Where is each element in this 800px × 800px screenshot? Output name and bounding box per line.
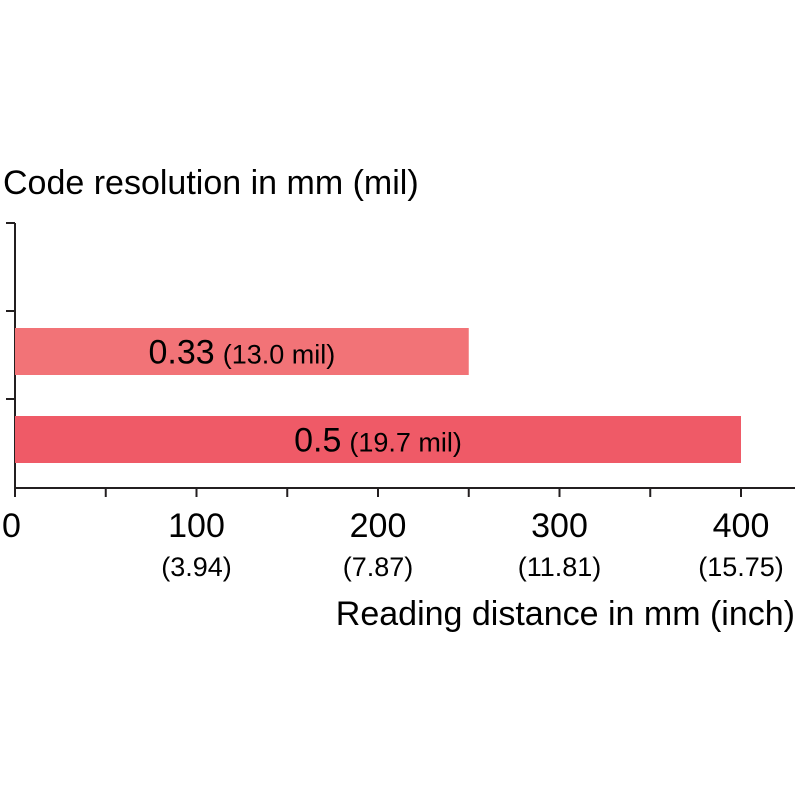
chart-title: Code resolution in mm (mil) xyxy=(3,164,419,202)
x-tick-label: 200 xyxy=(350,507,407,545)
bar-data-label: 0.5 (19.7 mil) xyxy=(294,422,462,460)
x-tick-sublabel: (15.75) xyxy=(698,552,784,582)
x-tick-sublabel: (11.81) xyxy=(518,552,602,582)
bar-unit-label: (19.7 mil) xyxy=(349,428,462,458)
bar-unit-label: (13.0 mil) xyxy=(223,340,336,370)
bar-data-label: 0.33 (13.0 mil) xyxy=(149,334,336,372)
x-ticks-layer: 0 100 (3.94) 200 (7.87) 300 (11.81) 400 (15.75) xyxy=(2,488,784,582)
x-axis-label: Reading distance in mm (inch) xyxy=(336,595,795,633)
bars-layer: 0.33 (13.0 mil) 0.5 (19.7 mil) xyxy=(15,328,741,463)
bar xyxy=(15,328,469,375)
x-tick-label: 100 xyxy=(168,507,225,545)
bar-value-label: 0.33 xyxy=(149,334,215,372)
bar-value-label: 0.5 xyxy=(294,422,341,460)
x-tick-label: 0 xyxy=(2,507,21,545)
x-tick-label: 400 xyxy=(713,507,770,545)
x-tick-sublabel: (7.87) xyxy=(343,552,414,582)
x-tick-label: 300 xyxy=(531,507,588,545)
x-tick-sublabel: (3.94) xyxy=(161,552,232,582)
bar xyxy=(15,416,741,463)
